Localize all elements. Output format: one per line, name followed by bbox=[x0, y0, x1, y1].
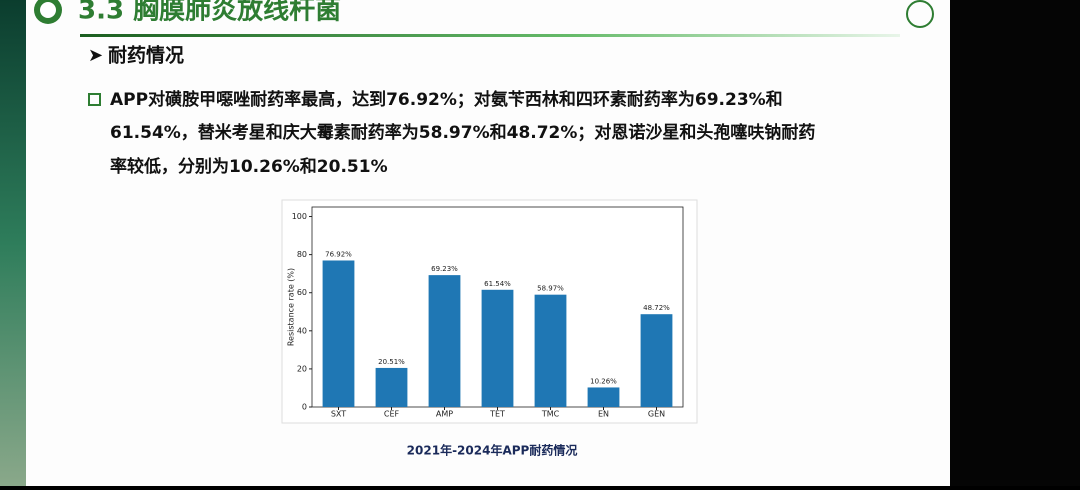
y-axis-label: Resistance rate (%) bbox=[287, 268, 296, 346]
y-tick-label: 20 bbox=[297, 364, 307, 373]
y-tick-label: 60 bbox=[297, 288, 307, 297]
x-tick-label: SXT bbox=[331, 410, 346, 419]
bar bbox=[428, 275, 461, 407]
value-label: 20.51% bbox=[378, 358, 405, 366]
x-tick-label: GEN bbox=[648, 410, 665, 419]
x-tick-label: TET bbox=[489, 410, 505, 419]
left-frame bbox=[0, 0, 26, 486]
x-tick-label: TMC bbox=[541, 410, 560, 419]
x-tick-label: EN bbox=[598, 410, 609, 419]
y-tick-label: 80 bbox=[297, 250, 307, 259]
y-tick-label: 0 bbox=[302, 403, 307, 412]
logo-inner bbox=[40, 2, 56, 18]
bar bbox=[375, 367, 408, 407]
value-label: 69.23% bbox=[431, 265, 458, 273]
value-label: 76.92% bbox=[325, 250, 352, 258]
bar bbox=[640, 314, 673, 407]
right-frame bbox=[950, 0, 1080, 486]
section-title: 耐药情况 bbox=[108, 44, 184, 67]
bullet-line: 率较低，分别为10.26%和20.51% bbox=[110, 156, 388, 177]
x-tick-label: AMP bbox=[436, 410, 453, 419]
chart-caption: 2021年-2024年APP耐药情况 bbox=[407, 443, 578, 458]
value-label: 61.54% bbox=[484, 280, 511, 288]
x-tick-label: CEF bbox=[384, 410, 400, 419]
value-label: 10.26% bbox=[590, 377, 617, 385]
bar bbox=[481, 289, 514, 407]
bar bbox=[587, 387, 620, 407]
value-label: 58.97% bbox=[537, 285, 564, 293]
slide-title: 3.3 胸膜肺炎放线杆菌 bbox=[78, 0, 341, 26]
bullet-marker bbox=[88, 93, 101, 106]
chart: 0 20 40 60 80 100 Resistance rate (%) SXT 76.92%… bbox=[287, 206, 684, 419]
university-logo bbox=[906, 0, 934, 28]
section-arrow: ➤ bbox=[88, 45, 103, 66]
y-tick-label: 100 bbox=[292, 212, 307, 221]
bar bbox=[534, 294, 567, 407]
title-rule bbox=[80, 34, 900, 37]
bullet-line: 61.54%，替米考星和庆大霉素耐药率为58.97%和48.72%；对恩诺沙星和… bbox=[110, 122, 815, 143]
bar bbox=[322, 260, 355, 407]
value-label: 48.72% bbox=[643, 304, 670, 312]
y-tick-label: 40 bbox=[297, 326, 307, 335]
bullet-line: APP对磺胺甲噁唑耐药率最高，达到76.92%；对氨苄西林和四环素耐药率为69.… bbox=[110, 89, 783, 110]
